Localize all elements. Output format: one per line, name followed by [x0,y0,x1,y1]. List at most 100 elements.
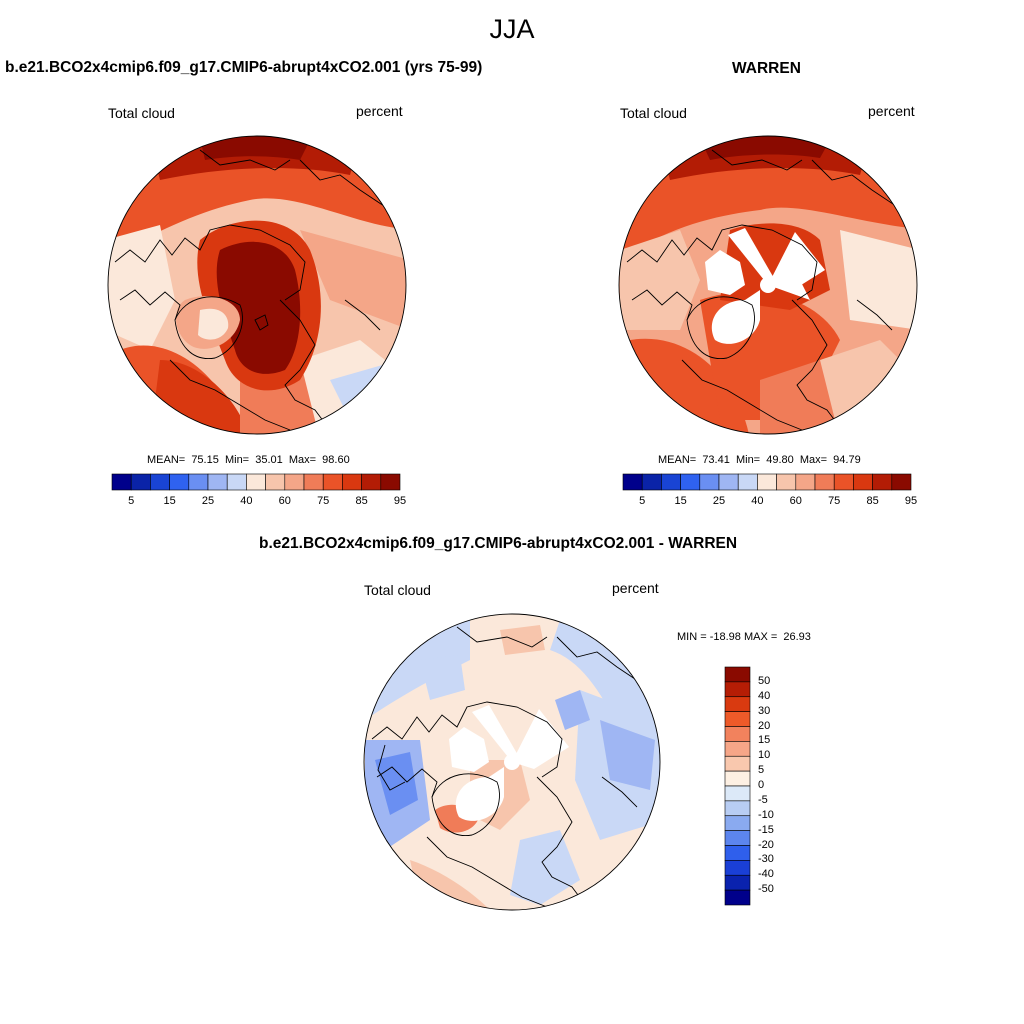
model-variable-label: Total cloud [108,105,175,121]
obs-map-field [619,136,917,434]
model-units-label: percent [356,103,403,119]
obs-colorbar-tick-label: 15 [674,495,687,507]
diff-colorbar-box [724,845,751,861]
obs-panel-title: WARREN [732,60,801,77]
diff-map-field [364,614,660,910]
diff-colorbar-box [724,830,751,846]
diff-colorbar-tick-label: 30 [758,704,771,717]
obs-colorbar-ticks: 5 15 25 40 60 75 85 95 [623,495,917,509]
obs-colorbar-box [814,473,835,491]
obs-colorbar-box [737,473,758,491]
model-colorbar-box [380,473,401,491]
obs-colorbar-box [757,473,777,491]
model-colorbar-box [169,473,190,491]
diff-colorbar-tick-label: -5 [758,793,768,806]
diff-variable-label: Total cloud [364,582,431,598]
diff-colorbar-tick-label: 10 [758,749,771,762]
diff-colorbar-box [724,711,751,727]
diff-colorbar-tick-label: -10 [758,808,774,821]
diff-colorbar-box [724,696,751,712]
diff-colorbar-tick-label: 40 [758,689,771,702]
obs-colorbar [622,473,912,491]
diff-colorbar-tick-label: 0 [758,779,765,791]
obs-colorbar-box [891,473,912,491]
diff-colorbar-tick-label: -20 [758,838,774,851]
model-colorbar-tick-label: 75 [317,495,330,507]
model-colorbar-box [111,473,132,491]
obs-colorbar-tick-label: 75 [828,495,841,507]
diff-colorbar-tick-label: 5 [758,764,765,777]
diff-colorbar-tick-label: 15 [758,734,771,747]
obs-colorbar-box [641,473,662,491]
model-colorbar-box [188,473,209,491]
obs-variable-label: Total cloud [620,105,687,121]
model-colorbar-box [207,473,228,491]
diff-colorbar-box [724,755,751,772]
model-colorbar-tick-label: 15 [163,495,176,507]
diff-colorbar-tick-label: 20 [758,719,771,732]
diff-colorbar-box [724,874,751,891]
diff-colorbar-box [724,770,751,787]
model-colorbar-box [322,473,343,491]
model-colorbar-tick-label: 60 [278,495,291,507]
diff-colorbar-ticks: 50 40 30 20 15 10 5 0 -5 -10 -15 -20 -30 -40 -50 [758,667,798,905]
diff-stats: MIN = -18.98 MAX = 26.93 [677,631,811,643]
obs-colorbar-box [833,473,854,491]
obs-stats: MEAN= 73.41 Min= 49.80 Max= 94.79 [658,454,861,466]
obs-map-border [618,135,918,435]
model-colorbar [111,473,401,491]
model-colorbar-box [265,473,286,491]
diff-colorbar [724,666,751,906]
obs-colorbar-tick-label: 95 [904,495,918,507]
obs-colorbar-box [776,473,797,491]
diff-colorbar-box [724,741,751,757]
model-colorbar-tick-label: 95 [393,495,407,507]
diff-colorbar-box [724,800,751,817]
obs-colorbar-tick-label: 85 [866,495,879,507]
diff-colorbar-box [724,666,751,683]
obs-colorbar-box [661,473,681,491]
model-colorbar-box [226,473,247,491]
diff-colorbar-box [724,785,751,802]
diff-panel-title: b.e21.BCO2x4cmip6.f09_g17.CMIP6-abrupt4x… [259,535,738,552]
obs-colorbar-box [795,473,816,491]
model-colorbar-tick-label: 5 [128,495,135,507]
diff-coastlines [371,626,648,908]
model-colorbar-box [361,473,382,491]
model-stats: MEAN= 75.15 Min= 35.01 Max= 98.60 [147,454,350,466]
obs-colorbar-box [699,473,720,491]
model-colorbar-box [303,473,324,491]
obs-colorbar-tick-label: 40 [751,495,764,507]
obs-colorbar-box [872,473,893,491]
model-colorbar-box [342,473,362,491]
diff-colorbar-tick-label: 50 [758,674,771,687]
model-colorbar-box [130,473,151,491]
model-colorbar-ticks: 5 15 25 40 60 75 85 95 [112,495,406,509]
model-colorbar-tick-label: 40 [240,495,253,507]
model-colorbar-box [246,473,266,491]
diff-colorbar-box [724,726,751,742]
diff-colorbar-box [724,815,751,831]
diff-colorbar-box [724,889,751,906]
model-colorbar-box [284,473,305,491]
model-coastlines [114,149,391,431]
diff-colorbar-tick-label: -15 [758,823,774,836]
diff-colorbar-box [724,681,751,698]
obs-colorbar-box [718,473,739,491]
figure-title: JJA [489,14,535,44]
diff-colorbar-tick-label: -50 [758,883,774,896]
model-map-field [108,136,406,434]
obs-units-label: percent [868,103,915,119]
obs-colorbar-tick-label: 60 [789,495,802,507]
obs-coastlines [626,149,903,431]
diff-colorbar-box [724,860,751,876]
model-colorbar-tick-label: 25 [201,495,215,507]
diff-units-label: percent [612,580,659,596]
diff-colorbar-tick-label: -40 [758,868,774,881]
diff-colorbar-tick-label: -30 [758,853,774,866]
model-panel-title: b.e21.BCO2x4cmip6.f09_g17.CMIP6-abrupt4x… [5,59,483,76]
obs-colorbar-box [622,473,643,491]
obs-colorbar-box [680,473,701,491]
model-colorbar-tick-label: 85 [355,495,368,507]
